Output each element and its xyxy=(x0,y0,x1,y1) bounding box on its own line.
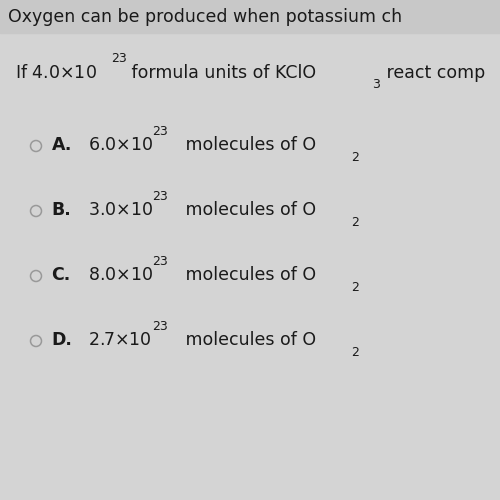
Text: 23: 23 xyxy=(152,320,168,333)
Bar xyxy=(0,0,500,32)
Text: molecules of O: molecules of O xyxy=(180,201,316,219)
Text: 2: 2 xyxy=(352,216,360,229)
Text: 3: 3 xyxy=(372,78,380,92)
Text: 8.0$\times$10: 8.0$\times$10 xyxy=(88,266,152,284)
Text: react comp: react comp xyxy=(381,64,485,82)
Text: 2: 2 xyxy=(352,346,360,359)
Text: If 4.0$\times$10: If 4.0$\times$10 xyxy=(15,64,97,82)
Text: D.: D. xyxy=(52,331,72,349)
Text: Oxygen can be produced when potassium ch: Oxygen can be produced when potassium ch xyxy=(8,8,402,26)
Text: 2.7$\times$10: 2.7$\times$10 xyxy=(88,331,151,349)
Text: 23: 23 xyxy=(111,52,127,66)
Text: 2: 2 xyxy=(352,151,360,164)
Text: 3.0$\times$10: 3.0$\times$10 xyxy=(88,201,152,219)
Text: 23: 23 xyxy=(152,255,168,268)
Text: 23: 23 xyxy=(152,190,168,203)
Text: 2: 2 xyxy=(352,281,360,294)
Text: molecules of O: molecules of O xyxy=(180,331,316,349)
Text: A.: A. xyxy=(52,136,72,154)
Text: molecules of O: molecules of O xyxy=(180,136,316,154)
Text: 23: 23 xyxy=(152,125,168,138)
Text: 6.0$\times$10: 6.0$\times$10 xyxy=(88,136,152,154)
Text: C.: C. xyxy=(52,266,71,284)
Text: B.: B. xyxy=(52,201,72,219)
Text: molecules of O: molecules of O xyxy=(180,266,316,284)
Text: formula units of KClO: formula units of KClO xyxy=(126,64,316,82)
